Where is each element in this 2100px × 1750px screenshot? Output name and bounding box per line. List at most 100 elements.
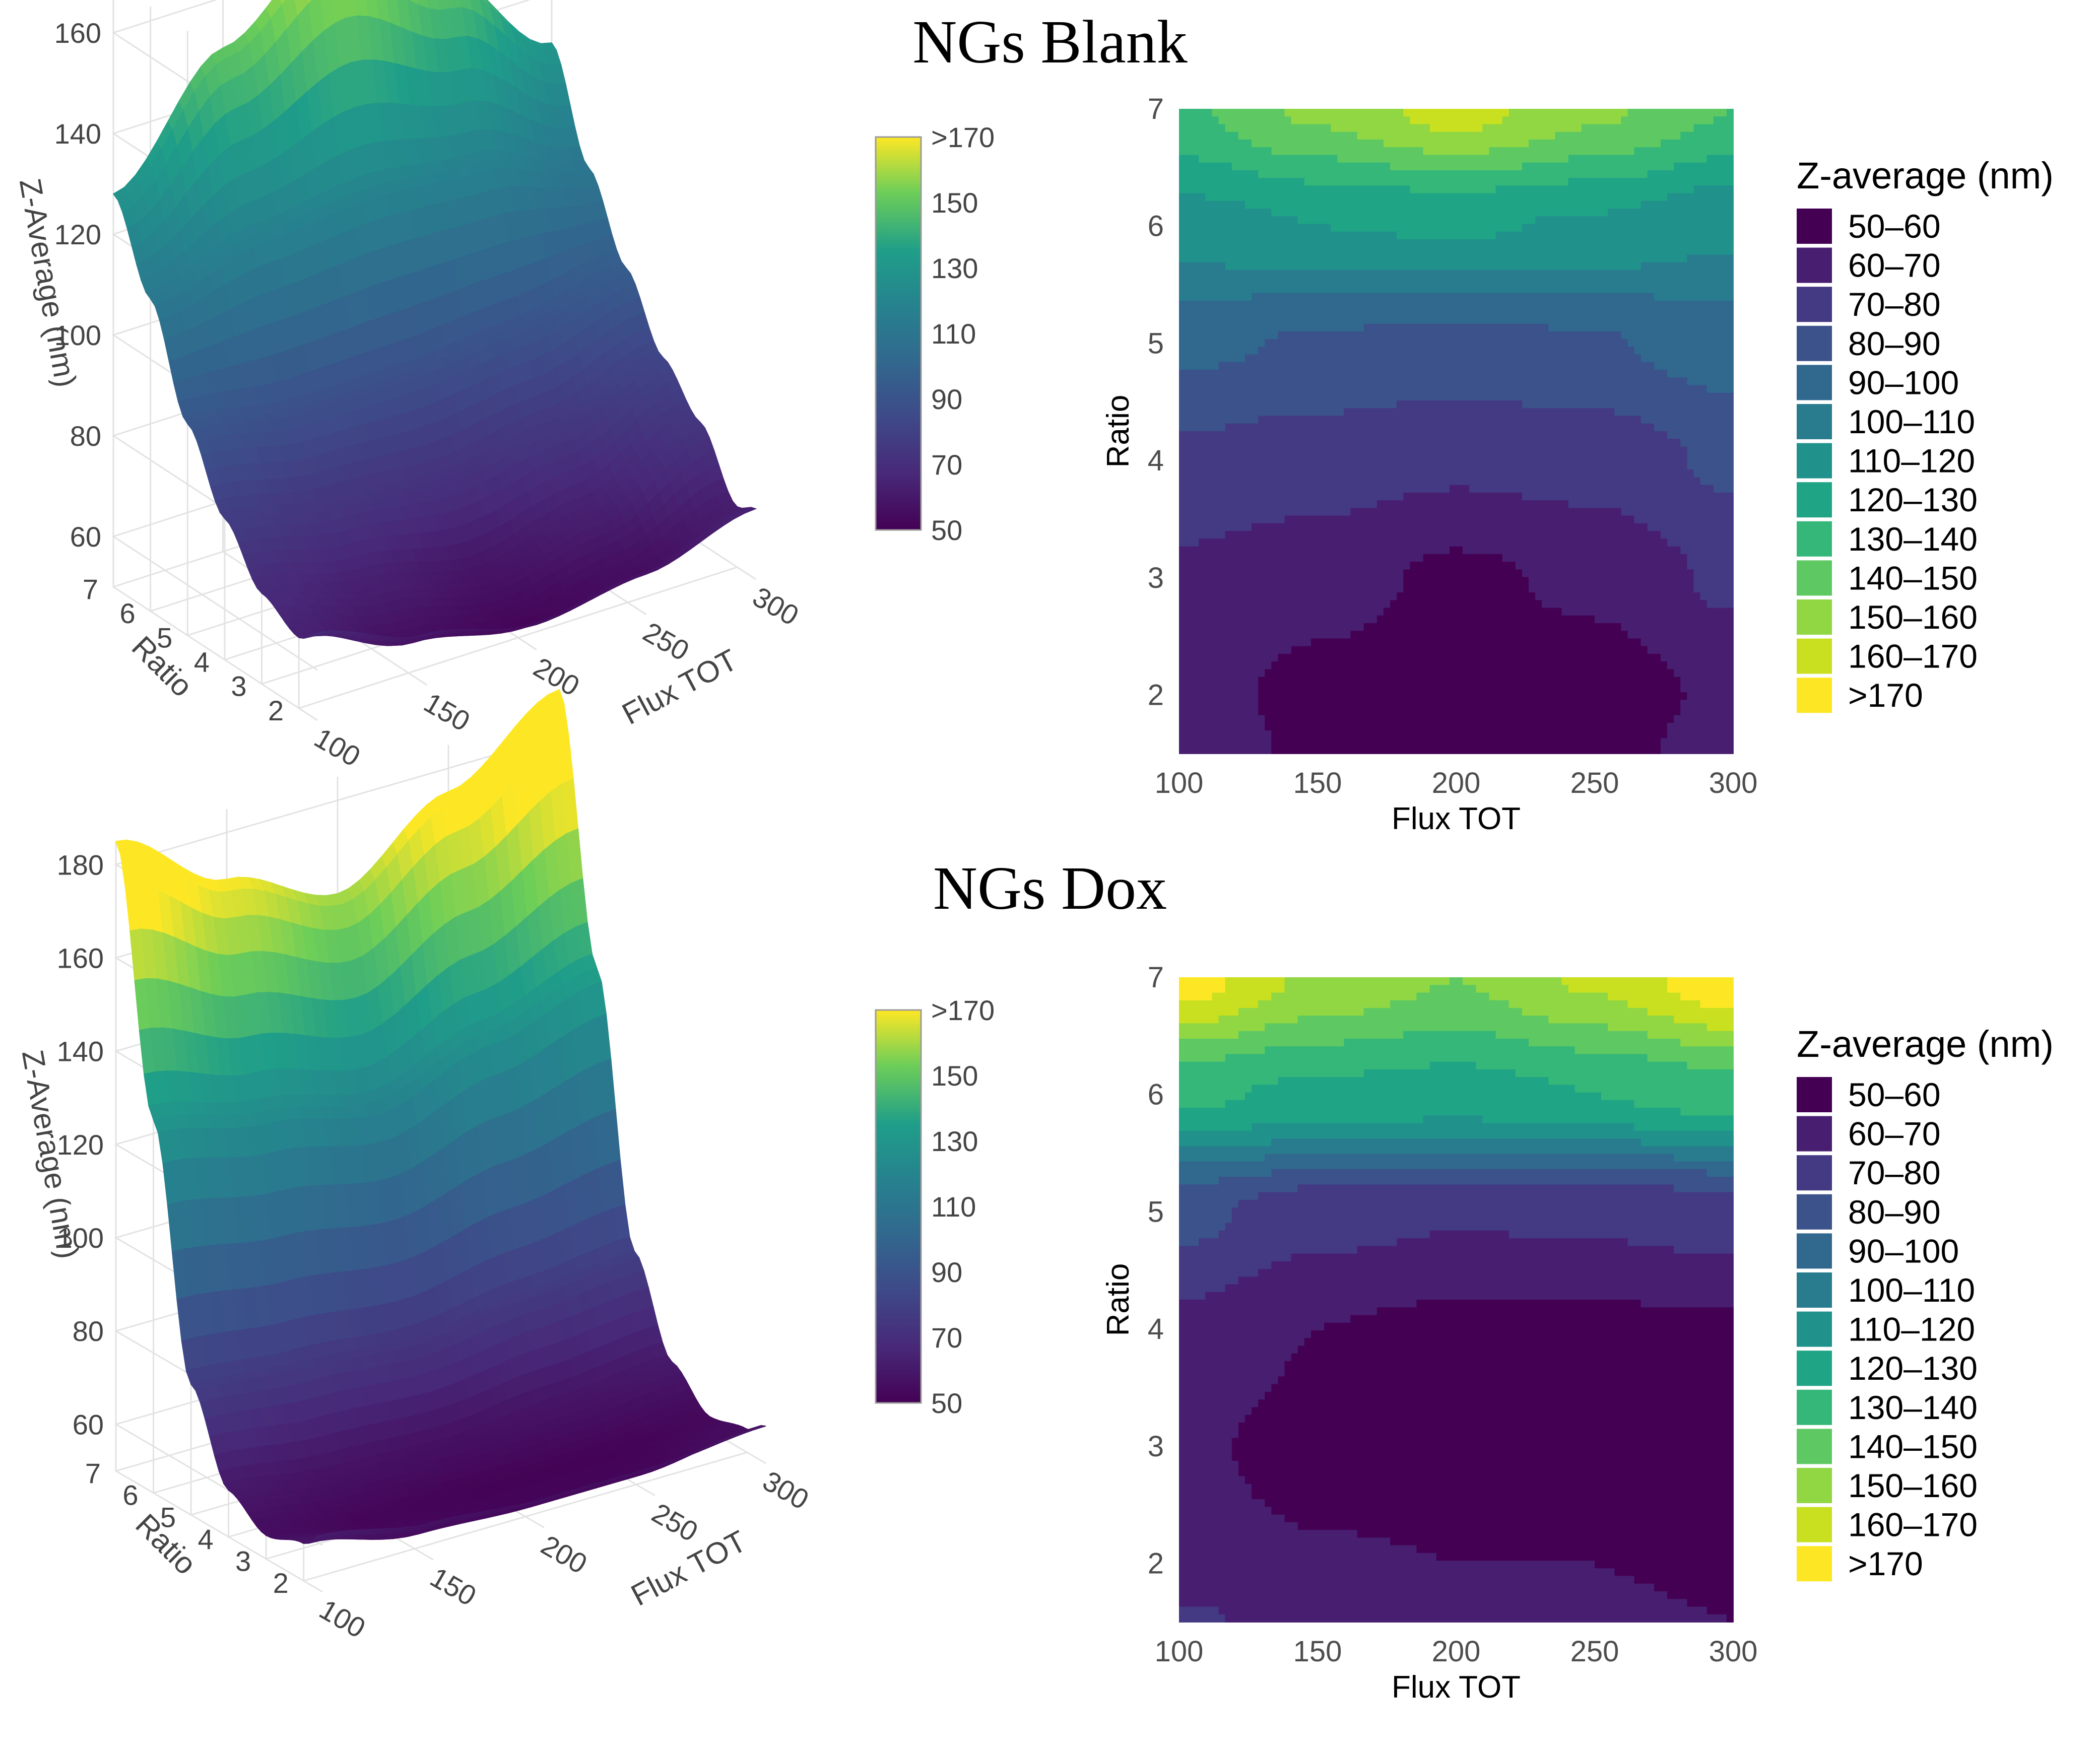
dox-contour-y-tick: 3 bbox=[1148, 1430, 1164, 1463]
blank-contour-cell bbox=[1179, 608, 1384, 616]
blank-contour-legend-swatch bbox=[1797, 521, 1832, 557]
dox-contour-cell bbox=[1218, 1230, 1430, 1239]
dox-contour-cell bbox=[1304, 1338, 1734, 1347]
blank-contour-cell bbox=[1403, 577, 1529, 585]
dox-contour-cell bbox=[1324, 1322, 1734, 1331]
dox-contour-cell bbox=[1595, 1561, 1734, 1569]
dox-contour-cell bbox=[1674, 1184, 1734, 1193]
blank-contour-cell bbox=[1529, 577, 1694, 585]
dox-contour-cell bbox=[1179, 1146, 1734, 1155]
dox-contour-cell bbox=[1179, 992, 1213, 1001]
dox-contour-cell bbox=[1225, 985, 1285, 993]
dox-contour-cell bbox=[1726, 1614, 1734, 1623]
dox-contour-cell bbox=[1654, 1583, 1734, 1592]
blank-contour-cell bbox=[1627, 631, 1734, 639]
blank-contour-cell bbox=[1647, 523, 1734, 531]
blank-surface-colorbar-tick: 150 bbox=[931, 187, 978, 219]
blank-surface-z-tick: 100 bbox=[54, 319, 101, 351]
blank-contour-cell bbox=[1667, 431, 1734, 440]
dox-contour-legend-swatch bbox=[1797, 1389, 1832, 1425]
blank-contour-cell bbox=[1667, 370, 1734, 378]
dox-contour-cell bbox=[1179, 1583, 1655, 1592]
dox-surface-x-tick: 200 bbox=[536, 1529, 593, 1580]
dox-contour-panel: 2 3 4 5 6 7 100 150 200 250 300 Flux TOT Ratio Z-aver… bbox=[1101, 961, 2054, 1705]
dox-contour-cell bbox=[1463, 977, 1562, 986]
dox-contour-x-tick: 200 bbox=[1432, 1635, 1481, 1668]
dox-contour-cell bbox=[1601, 1092, 1734, 1101]
blank-contour-cell bbox=[1482, 124, 1582, 132]
blank-contour-cell bbox=[1179, 730, 1272, 739]
blank-contour-cell bbox=[1429, 124, 1483, 132]
blank-contour-cell bbox=[1660, 531, 1734, 540]
blank-contour-cell bbox=[1179, 707, 1259, 716]
blank-contour-cell bbox=[1627, 109, 1727, 117]
blank-contour-cell bbox=[1403, 109, 1510, 117]
dox-contour-cell bbox=[1179, 1130, 1734, 1139]
dox-contour-cell bbox=[1634, 1123, 1734, 1131]
blank-contour-cell bbox=[1179, 577, 1404, 585]
dox-contour-cell bbox=[1179, 1108, 1681, 1116]
dox-contour-cell bbox=[1179, 1415, 1245, 1423]
blank-contour-cell bbox=[1179, 569, 1404, 578]
dox-surface-facet bbox=[750, 1425, 766, 1430]
dox-contour-cell bbox=[1179, 1345, 1298, 1354]
blank-contour-cell bbox=[1179, 209, 1272, 217]
dox-contour-cell bbox=[1476, 1061, 1688, 1070]
blank-surface-z-tick: 140 bbox=[54, 118, 101, 150]
blank-contour-cell bbox=[1179, 500, 1377, 509]
dox-surface-x-tick: 250 bbox=[647, 1497, 703, 1547]
blank-contour-cell bbox=[1179, 377, 1688, 386]
dox-surface-colorbar-tick: >170 bbox=[931, 994, 995, 1026]
blank-contour-cell bbox=[1707, 600, 1734, 609]
dox-contour-cell bbox=[1179, 1322, 1325, 1331]
blank-contour-cell bbox=[1179, 147, 1272, 156]
dox-contour-cell bbox=[1179, 1230, 1219, 1239]
dox-contour-cell bbox=[1238, 1422, 1734, 1431]
blank-surface-colorbar-ramp bbox=[875, 136, 922, 531]
dox-contour-cell bbox=[1667, 1591, 1734, 1600]
blank-contour-cell bbox=[1667, 661, 1734, 670]
blank-contour-cell bbox=[1363, 323, 1549, 332]
blank-contour-cell bbox=[1179, 231, 1398, 240]
blank-contour-cell bbox=[1713, 485, 1734, 493]
blank-contour-cell bbox=[1608, 209, 1734, 217]
dox-contour-cell bbox=[1297, 1016, 1549, 1024]
blank-contour-cell bbox=[1634, 515, 1734, 524]
blank-contour-cell bbox=[1179, 469, 1694, 478]
dox-contour-cell bbox=[1297, 1184, 1675, 1193]
blank-contour-cell bbox=[1667, 193, 1734, 201]
blank-contour-cell bbox=[1707, 155, 1734, 163]
dox-contour-cell bbox=[1548, 1016, 1675, 1024]
dox-contour-cell bbox=[1680, 1108, 1734, 1116]
blank-contour-cell bbox=[1179, 523, 1252, 531]
blank-contour-cell bbox=[1179, 431, 1668, 440]
blank-contour-legend-label: 150–160 bbox=[1848, 598, 1978, 636]
dox-contour-cell bbox=[1179, 1353, 1292, 1362]
blank-contour-cell bbox=[1410, 562, 1516, 570]
blank-contour-cell bbox=[1231, 162, 1391, 171]
blank-contour-y-tick: 2 bbox=[1148, 679, 1164, 712]
blank-contour-cell bbox=[1535, 592, 1701, 601]
blank-contour-legend-label: 60–70 bbox=[1848, 247, 1941, 284]
blank-contour-cell bbox=[1179, 178, 1305, 186]
dox-contour-cell bbox=[1238, 1276, 1734, 1285]
blank-contour-cell bbox=[1179, 116, 1219, 125]
blank-contour-cell bbox=[1258, 684, 1681, 693]
blank-contour-cell bbox=[1205, 193, 1668, 201]
blank-contour-cell bbox=[1225, 531, 1661, 540]
blank-contour-cell bbox=[1403, 584, 1529, 593]
dox-contour-cell bbox=[1179, 1407, 1252, 1416]
blank-contour-cell bbox=[1621, 116, 1714, 125]
dox-contour-cell bbox=[1179, 1514, 1285, 1523]
blank-contour-cell bbox=[1410, 185, 1496, 194]
blank-contour-legend-label: 100–110 bbox=[1848, 403, 1975, 440]
blank-contour-legend-title: Z-average (nm) bbox=[1797, 155, 2054, 196]
dox-contour-cell bbox=[1357, 1530, 1734, 1538]
dox-contour-legend-swatch bbox=[1797, 1233, 1832, 1269]
blank-contour-cell bbox=[1271, 738, 1661, 747]
dox-contour-cell bbox=[1284, 985, 1430, 993]
blank-contour-cell bbox=[1522, 569, 1694, 578]
dox-contour-cell bbox=[1429, 1230, 1510, 1239]
dox-contour-cell bbox=[1680, 992, 1734, 1001]
blank-contour-y-tick: 5 bbox=[1148, 327, 1164, 360]
